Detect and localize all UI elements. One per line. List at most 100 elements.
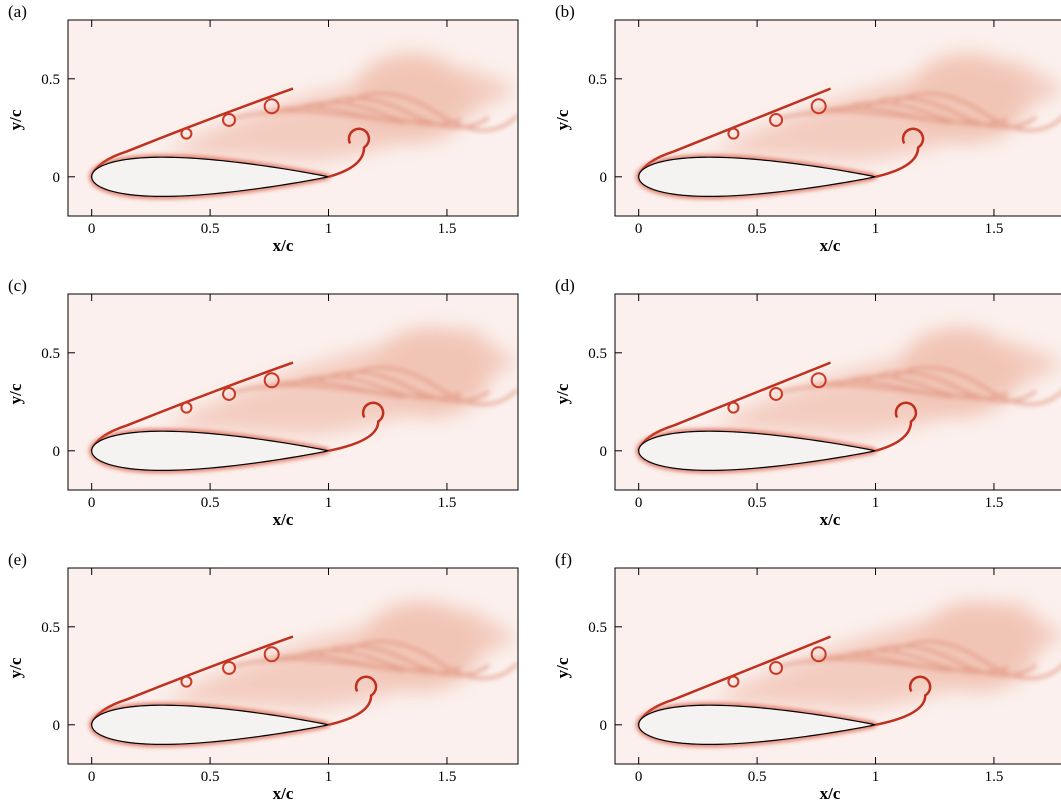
y-tick-label: 0: [53, 170, 61, 186]
y-axis-label: y/c: [6, 109, 25, 130]
vortex: [769, 112, 784, 127]
plot-area: [615, 568, 1061, 764]
x-axis-label: x/c: [273, 784, 294, 803]
x-axis-label: x/c: [820, 784, 841, 803]
wake-roll: [328, 675, 378, 727]
y-tick-label: 0: [53, 444, 61, 460]
y-tick-label: 0: [53, 718, 61, 734]
x-tick-label: 0.5: [748, 769, 767, 785]
plot-area: [68, 568, 518, 764]
panel-label: (b): [555, 2, 575, 21]
axes-frame: [614, 293, 1061, 491]
panel: 0 0.5 1 1.5 0 0.5 x/c y/c (a): [6, 2, 519, 255]
x-tick-label: 0: [88, 495, 96, 511]
vortex: [222, 386, 237, 401]
panel-label: (a): [8, 2, 27, 21]
wake-roll: [875, 127, 925, 179]
panel-label: (e): [8, 550, 27, 569]
vortex: [263, 372, 280, 389]
vortex: [727, 675, 740, 688]
x-tick-label: 0: [635, 769, 643, 785]
x-tick-label: 1.5: [438, 769, 457, 785]
y-tick-label: 0.5: [41, 346, 60, 362]
vortex: [769, 386, 784, 401]
shear-streaks: [780, 640, 1061, 680]
y-tick-label: 0.5: [588, 620, 607, 636]
shear-streaks: [233, 92, 518, 132]
panel: 0 0.5 1 1.5 0 0.5 x/c y/c (f): [553, 550, 1061, 803]
x-tick-label: 0: [88, 221, 96, 237]
panel: 0 0.5 1 1.5 0 0.5 x/c y/c (c): [6, 276, 519, 529]
airfoil: [91, 156, 329, 198]
shear-streaks: [233, 366, 518, 406]
vortex: [810, 372, 827, 389]
x-tick-label: 1.5: [985, 221, 1004, 237]
x-tick-label: 1: [325, 495, 333, 511]
airfoil: [638, 156, 876, 198]
shear-streaks: [780, 92, 1061, 132]
vortex: [222, 660, 237, 675]
panel: 0 0.5 1 1.5 0 0.5 x/c y/c (d): [553, 276, 1061, 529]
axes-frame: [67, 293, 519, 491]
x-tick-label: 1.5: [985, 495, 1004, 511]
wake-roll: [875, 401, 918, 453]
vortex: [263, 98, 280, 115]
x-axis-label: x/c: [820, 510, 841, 529]
vortex: [222, 112, 237, 127]
axes-frame: [67, 567, 519, 765]
plot-area: [615, 294, 1061, 490]
y-tick-label: 0.5: [588, 72, 607, 88]
x-axis-label: x/c: [273, 236, 294, 255]
vortex: [810, 646, 827, 663]
plot-area: [68, 20, 518, 216]
x-tick-label: 0.5: [201, 221, 220, 237]
x-tick-label: 1.5: [438, 221, 457, 237]
x-tick-label: 1.5: [438, 495, 457, 511]
x-tick-label: 1.5: [985, 769, 1004, 785]
y-axis-label: y/c: [553, 657, 572, 678]
vortex: [180, 401, 193, 414]
x-tick-label: 1: [872, 221, 880, 237]
y-tick-label: 0.5: [41, 72, 60, 88]
plot-area: [615, 20, 1061, 216]
airfoil: [91, 704, 329, 746]
y-tick-label: 0: [600, 170, 608, 186]
wake-roll: [875, 675, 932, 727]
x-tick-label: 1: [872, 769, 880, 785]
y-axis-label: y/c: [6, 657, 25, 678]
vortex: [727, 401, 740, 414]
panel: 0 0.5 1 1.5 0 0.5 x/c y/c (e): [6, 550, 519, 803]
axes-frame: [614, 19, 1061, 217]
vortex: [769, 660, 784, 675]
panel: 0 0.5 1 1.5 0 0.5 x/c y/c (b): [553, 2, 1061, 255]
x-tick-label: 0: [635, 495, 643, 511]
airfoil: [638, 430, 876, 472]
airfoil: [638, 704, 876, 746]
x-tick-label: 0.5: [748, 495, 767, 511]
shear-streaks: [780, 366, 1061, 406]
y-tick-label: 0: [600, 718, 608, 734]
x-tick-label: 1: [325, 221, 333, 237]
x-tick-label: 0: [88, 769, 96, 785]
vortex: [727, 127, 740, 140]
vortex: [180, 127, 193, 140]
x-tick-label: 1: [872, 495, 880, 511]
y-tick-label: 0.5: [41, 620, 60, 636]
x-tick-label: 0.5: [748, 221, 767, 237]
axes-frame: [67, 19, 519, 217]
y-axis-label: y/c: [6, 383, 25, 404]
x-tick-label: 0.5: [201, 769, 220, 785]
vortex: [263, 646, 280, 663]
vortex: [180, 675, 193, 688]
airfoil: [91, 430, 329, 472]
y-tick-label: 0: [600, 444, 608, 460]
x-tick-label: 0.5: [201, 495, 220, 511]
axes-frame: [614, 567, 1061, 765]
wake-roll: [328, 401, 385, 453]
x-tick-label: 0: [635, 221, 643, 237]
x-axis-label: x/c: [273, 510, 294, 529]
y-axis-label: y/c: [553, 109, 572, 130]
y-axis-label: y/c: [553, 383, 572, 404]
wake-roll: [328, 127, 371, 179]
